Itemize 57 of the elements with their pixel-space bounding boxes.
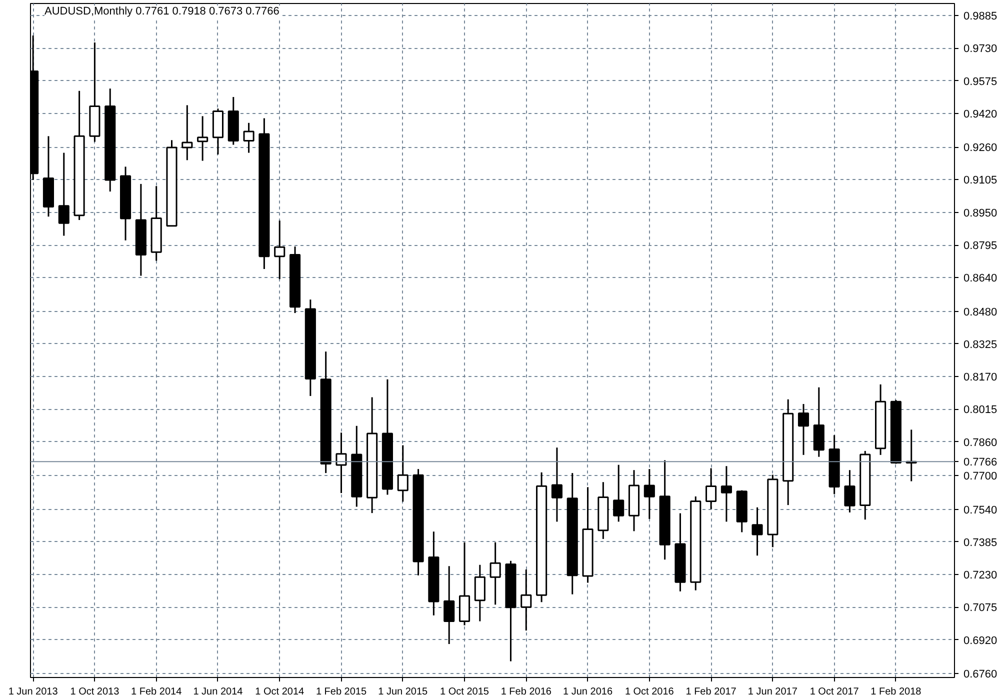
y-tick-label: 0.9885 [964, 10, 998, 22]
y-tick-label: 0.6760 [964, 668, 998, 680]
x-tick-label: 1 Oct 2016 [624, 686, 674, 698]
y-tick-label: 0.6920 [964, 634, 998, 647]
y-tick-label: 0.8950 [964, 207, 998, 220]
y-tick-label: 0.7230 [964, 570, 998, 582]
candlestick [182, 104, 193, 161]
candlestick [474, 564, 486, 622]
candlestick [551, 446, 562, 522]
y-tick-label: 0.9420 [964, 108, 998, 120]
y-tick-label: 0.9105 [964, 174, 998, 187]
x-tick-label: 1 Feb 2015 [316, 686, 367, 698]
x-tick-label: 1 Oct 2015 [440, 686, 490, 698]
x-tick-label: 1 Feb 2018 [870, 686, 922, 698]
x-tick-label: 1 Jun 2015 [378, 686, 428, 698]
candlestick [613, 464, 624, 522]
x-tick-label: 1 Jun 2017 [748, 686, 798, 698]
candlestick [706, 467, 717, 510]
y-tick-label: 0.9575 [964, 76, 998, 88]
x-tick-label: 1 Jun 2013 [8, 686, 58, 698]
candlestick [644, 468, 655, 520]
y-tick-label: 0.8640 [964, 272, 998, 285]
x-tick-label: 1 Oct 2014 [255, 686, 305, 698]
candlestick [336, 432, 347, 494]
x-tick-label: 1 Oct 2017 [810, 686, 860, 698]
x-tick-label: 1 Feb 2017 [686, 686, 737, 698]
y-tick-label: 0.8325 [964, 338, 998, 351]
candlestick [844, 469, 856, 514]
candlestick [397, 444, 408, 502]
y-tick-label: 0.9260 [964, 142, 998, 154]
candlestick [58, 152, 70, 236]
y-tick-label: 0.7075 [964, 602, 998, 614]
x-tick-label: 1 Jun 2016 [563, 686, 613, 698]
ref-line-label: 0.7766 [964, 456, 998, 469]
y-tick-label: 0.8795 [964, 240, 998, 252]
x-tick-label: 1 Jun 2014 [193, 686, 244, 698]
x-tick-label: 1 Oct 2013 [70, 686, 120, 698]
y-tick-label: 0.9730 [964, 43, 998, 56]
y-tick-label: 0.8170 [964, 372, 998, 384]
candlestick [798, 403, 810, 456]
candlestick [274, 220, 286, 280]
candlestick [444, 565, 455, 645]
y-tick-label: 0.7540 [964, 504, 998, 516]
x-tick-label: 1 Feb 2016 [500, 686, 552, 698]
y-tick-label: 0.8480 [964, 306, 998, 318]
x-tick-label: 1 Feb 2014 [131, 686, 182, 698]
candlestick [243, 122, 254, 154]
candlestick [720, 465, 732, 522]
candlestick [490, 542, 501, 606]
candlestick [197, 115, 208, 162]
y-tick-label: 0.7860 [964, 436, 998, 449]
chart-title: AUDUSD,Monthly 0.7761 0.7918 0.7673 0.7766 [44, 6, 280, 18]
y-tick-label: 0.7385 [964, 536, 998, 549]
y-tick-label: 0.7700 [964, 470, 998, 483]
y-tick-label: 0.8015 [964, 404, 998, 416]
candlestick [752, 506, 763, 556]
candlestick [520, 568, 532, 632]
